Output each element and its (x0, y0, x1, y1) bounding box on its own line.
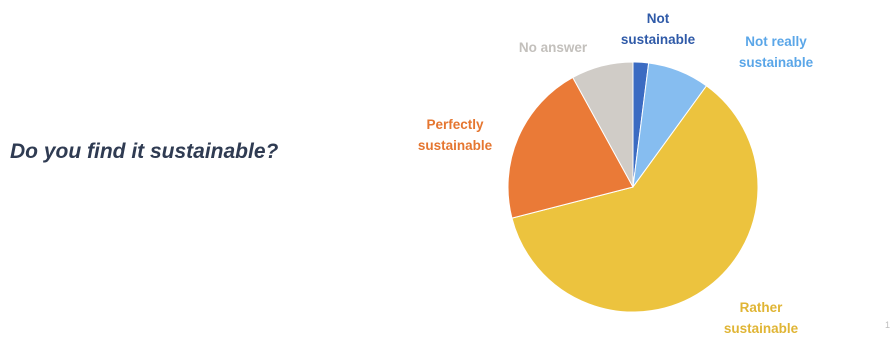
pie-slice-no-answer (572, 61, 634, 188)
pie-labels: Not sustainable Not really sustainable Rathe… (418, 11, 814, 336)
pie-label: Rather sustainable (724, 300, 799, 336)
pie-label: Not really sustainable (739, 34, 814, 70)
pie-label: Perfectly sustainable (418, 117, 493, 153)
pie-label: Not sustainable (621, 11, 696, 47)
pie-label: No answer (519, 40, 588, 55)
pie-slice-rather-sustainable (511, 85, 759, 313)
question-text: Do you find it sustainable? (10, 140, 279, 163)
page-number: 1 (884, 320, 890, 330)
pie-slice-perfectly-sustainable (507, 76, 634, 219)
pie-slices (507, 61, 759, 313)
